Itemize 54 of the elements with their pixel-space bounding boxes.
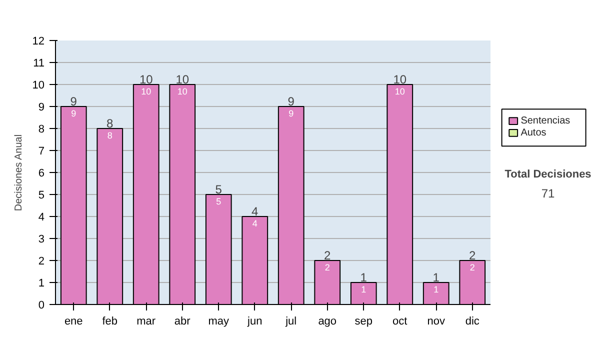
- data-label: 9: [71, 108, 76, 118]
- data-label: 2: [470, 262, 475, 272]
- y-tick-label: 6: [38, 168, 45, 180]
- y-tick-label: 10: [32, 80, 45, 92]
- data-label: 10: [177, 86, 188, 96]
- total-label: 2: [324, 248, 332, 262]
- text: Total Decisiones: [504, 168, 592, 180]
- data-label: 1: [434, 284, 439, 294]
- total-label: 2: [469, 248, 476, 262]
- y-tick-label: 11: [33, 58, 45, 70]
- y-tick-label: 5: [38, 190, 45, 202]
- x-tick-label: sep: [354, 316, 373, 328]
- y-tick-label: 9: [38, 102, 45, 114]
- y-tick-label: 7: [38, 146, 45, 158]
- x-tick-label: jun: [246, 316, 262, 328]
- y-tick-label: 1: [38, 278, 45, 290]
- y-tick-label: 8: [38, 124, 45, 136]
- x-tick-label: nov: [427, 316, 446, 328]
- total-label: 9: [288, 94, 295, 108]
- data-label: 4: [252, 218, 258, 228]
- x-tick-label: feb: [102, 316, 118, 328]
- y-tick-label: 4: [38, 212, 45, 224]
- y-tick-label: 3: [38, 234, 45, 246]
- y-tick-label: 2: [38, 256, 45, 268]
- legend-label: Sentencias: [520, 116, 570, 127]
- data-label: 1: [361, 284, 366, 294]
- total-label: 4: [252, 204, 259, 218]
- x-tick-label: may: [208, 316, 230, 328]
- data-label: 5: [216, 196, 222, 206]
- x-tick-label: ene: [64, 316, 83, 328]
- total-label: 10: [176, 72, 190, 86]
- x-tick-label: jul: [284, 316, 297, 328]
- total-label: 5: [215, 182, 222, 196]
- text: 71: [541, 186, 555, 201]
- x-tick-label: oct: [392, 316, 408, 328]
- total-label: 9: [70, 94, 78, 108]
- total-label: 8: [106, 116, 114, 130]
- x-tick-label: dic: [465, 316, 480, 328]
- legend-label: Autos: [520, 127, 546, 138]
- x-tick-label: ago: [318, 316, 337, 328]
- total-label: 10: [393, 72, 407, 86]
- x-tick-label: mar: [136, 316, 156, 328]
- data-label: 8: [107, 130, 112, 140]
- total-label: 1: [432, 270, 440, 284]
- data-label: 10: [141, 86, 152, 96]
- data-label: 10: [394, 86, 405, 96]
- total-label: 1: [360, 270, 368, 284]
- data-label: 9: [288, 108, 294, 118]
- y-axis-title: Decisiones Anual: [13, 134, 24, 212]
- data-label: 2: [324, 262, 330, 272]
- x-tick-label: abr: [174, 316, 191, 328]
- y-tick-label: 0: [38, 300, 45, 312]
- total-label: 10: [139, 72, 154, 86]
- y-tick-label: 12: [32, 36, 45, 48]
